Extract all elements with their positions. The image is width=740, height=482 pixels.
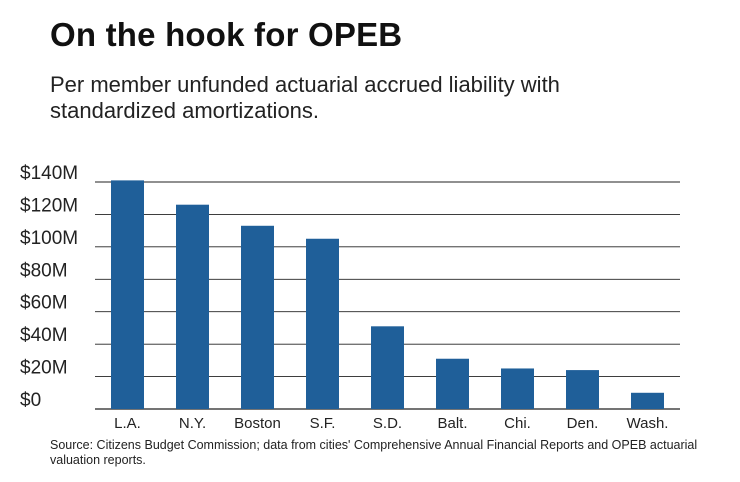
x-tick-label: L.A. (114, 415, 141, 432)
source-note: Source: Citizens Budget Commission; data… (50, 438, 698, 467)
y-tick-label: $140M (20, 163, 78, 184)
chart-title: On the hook for OPEB (50, 16, 403, 53)
x-axis-ticks: L.A. N.Y. Boston S.F. S.D. Balt. Chi. Den. Wash. (114, 415, 668, 432)
chart-subtitle: Per member unfunded actuarial accrued li… (50, 72, 560, 123)
x-tick-label: Chi. (504, 415, 531, 432)
bar (241, 225, 274, 409)
x-tick-label: Wash. (627, 415, 669, 432)
x-tick-label: Den. (567, 415, 599, 432)
y-axis-ticks: $0 $20M $40M $60M $80M $100M $120M $140M (20, 163, 78, 411)
y-tick-label: $60M (20, 293, 68, 314)
y-tick-label: $100M (20, 228, 78, 249)
x-tick-label: N.Y. (179, 415, 206, 432)
bar (436, 358, 469, 409)
x-tick-label: S.D. (373, 415, 402, 432)
bars (111, 180, 664, 409)
bar (501, 368, 534, 409)
x-tick-label: Balt. (437, 415, 467, 432)
bar (306, 238, 339, 409)
y-tick-label: $0 (20, 390, 41, 411)
x-tick-label: Boston (234, 415, 281, 432)
bar (371, 326, 404, 409)
y-tick-label: $20M (20, 358, 68, 379)
bar (111, 180, 144, 409)
x-tick-label: S.F. (310, 415, 336, 432)
bar (566, 370, 599, 409)
y-tick-label: $80M (20, 260, 68, 281)
bar (176, 204, 209, 409)
y-tick-label: $40M (20, 325, 68, 346)
bar (631, 392, 664, 409)
y-tick-label: $120M (20, 195, 78, 216)
